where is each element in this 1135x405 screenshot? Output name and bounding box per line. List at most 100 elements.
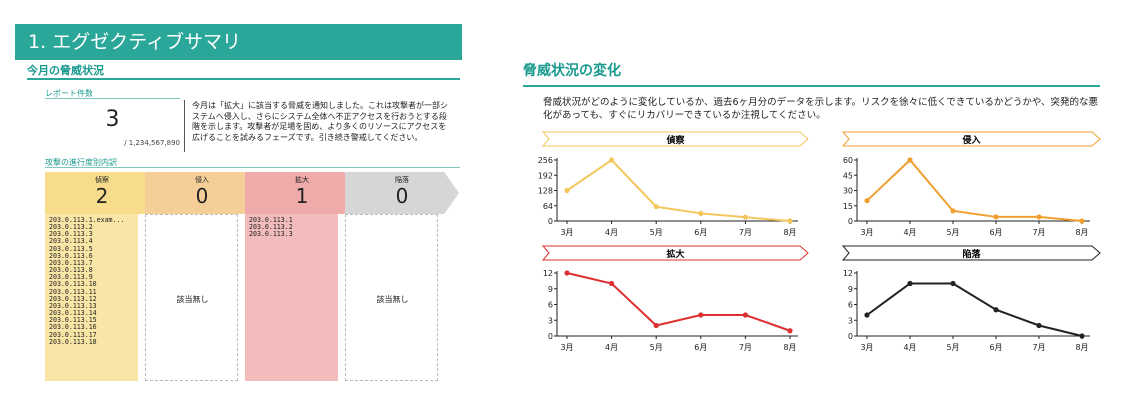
y-tick-label: 9 [848,285,853,294]
y-tick-label: 0 [848,217,853,226]
x-tick-label: 3月 [560,228,573,237]
data-point [950,280,956,287]
stage-column-recon: 203.0.113.1.exam... 203.0.113.2 203.0.11… [45,214,138,381]
chart-label-chevron [541,245,809,261]
no-entries-text: 該当無し [376,295,409,304]
x-tick-label: 4月 [903,343,916,352]
data-point [653,204,659,210]
x-tick-label: 8月 [1075,343,1088,352]
data-point [864,198,870,204]
y-tick-label: 6 [548,301,553,310]
x-tick-label: 6月 [694,343,707,352]
data-point [1079,333,1085,339]
y-tick-label: 12 [843,269,853,278]
threat-trend-heading: 脅威状況の変化 [523,63,621,79]
stage-label-underline [45,167,460,168]
monthly-threat-heading: 今月の脅威状況 [27,64,104,77]
x-tick-label: 7月 [739,228,752,237]
stage-count: 1 [295,184,309,208]
stage-arrow-compromise: 陥落 0 [345,172,459,214]
x-tick-label: 3月 [560,343,573,352]
x-tick-label: 4月 [605,343,618,352]
x-tick-label: 8月 [1075,228,1088,237]
y-tick-label: 45 [843,171,853,180]
data-point [950,208,956,214]
stage-column-intrusion: 該当無し [145,214,238,381]
stage-breakdown-label: 攻撃の進行度別内訳 [45,158,117,167]
y-tick-label: 3 [548,316,553,325]
y-tick-label: 60 [843,156,853,165]
y-tick-label: 30 [843,187,853,196]
ip-list: 203.0.113.1.exam... 203.0.113.2 203.0.11… [49,216,125,346]
y-tick-label: 0 [848,332,853,341]
x-tick-label: 8月 [783,228,796,237]
data-point [653,322,659,329]
y-tick-label: 15 [843,202,853,211]
x-tick-label: 5月 [650,343,663,352]
y-tick-label: 0 [548,217,553,226]
stage-count: 2 [95,184,109,208]
stage-name: 拡大 [295,176,309,184]
series-line [566,272,791,332]
data-point [864,312,870,318]
stage-arrow-expansion: 拡大 1 [245,172,359,214]
x-tick-label: 4月 [903,228,916,237]
x-tick-label: 6月 [989,343,1002,352]
y-tick-label: 9 [548,285,553,294]
chart-title: 陥落 [962,248,981,260]
y-tick-label: 3 [848,316,853,325]
chart-label-chevron [841,131,1101,147]
stage-column-expansion: 203.0.113.1 203.0.113.2 203.0.113.3 [245,214,338,381]
x-tick-label: 7月 [1032,343,1045,352]
x-tick-label: 3月 [860,343,873,352]
stage-name: 偵察 [95,176,109,184]
x-tick-label: 7月 [1032,228,1045,237]
data-point [564,187,570,194]
data-point [1079,218,1085,224]
y-tick-label: 0 [548,332,553,341]
summary-divider [184,100,185,152]
data-point [787,218,793,224]
data-point [907,280,913,287]
chart-title: 侵入 [961,134,980,146]
no-entries-text: 該当無し [176,295,209,304]
chart-title: 拡大 [666,248,684,260]
data-point [698,210,704,216]
report-label-underline [45,98,180,99]
x-tick-label: 6月 [989,228,1002,237]
y-tick-label: 64 [543,202,553,211]
stage-name: 侵入 [195,176,209,184]
stage-name: 陥落 [395,176,409,184]
x-tick-label: 7月 [739,343,752,352]
y-tick-label: 12 [543,269,553,278]
trend-heading-underline [523,85,1100,87]
report-total-value: / 1,234,567,890 [124,139,180,147]
x-tick-label: 6月 [694,228,707,237]
data-point [742,214,749,220]
stage-column-compromise: 該当無し [345,214,438,381]
series-line [566,158,791,222]
x-tick-label: 5月 [946,343,959,352]
data-point [787,328,793,334]
summary-text: 今月は「拡大」に該当する脅威を通知しました。これは攻撃者が一部システムへ侵入し、… [192,101,448,142]
chart-title: 偵察 [665,134,685,146]
ip-list: 203.0.113.1 203.0.113.2 203.0.113.3 [249,216,293,239]
data-point [993,307,999,313]
trend-description: 脅威状況がどのように変化しているか、過去6ヶ月分のデータを示します。リスクを徐々… [543,97,1099,121]
data-point [1036,322,1042,329]
report-count-label: レポート件数 [45,89,93,98]
stage-arrow-recon: 偵察 2 [45,172,159,214]
series-line [866,158,1083,222]
data-point [609,280,615,287]
data-point [993,214,999,220]
series-line [866,282,1083,337]
data-point [698,312,704,318]
heading-underline [27,78,460,80]
data-point [742,312,749,318]
stage-count: 0 [195,184,209,208]
y-tick-label: 6 [848,301,853,310]
x-tick-label: 8月 [783,343,796,352]
report-count-value: 3 [105,107,120,132]
chart-label-chevron [841,245,1101,261]
x-tick-label: 5月 [946,228,959,237]
